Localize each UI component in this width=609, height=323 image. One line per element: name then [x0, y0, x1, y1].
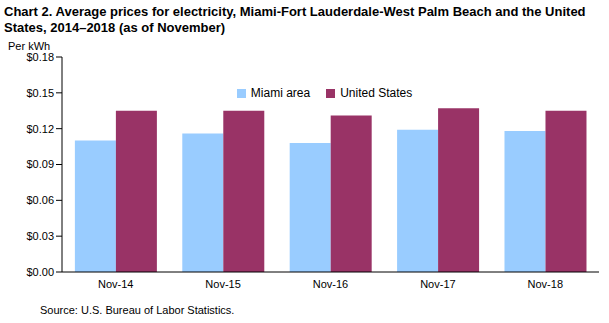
svg-text:$0.12: $0.12 [26, 123, 54, 135]
svg-text:Nov-15: Nov-15 [205, 278, 240, 290]
html-text:Source: U.S. Bureau of Labor S: Source: U.S. Bureau of Labor Statistics. [40, 304, 235, 316]
svg-text:$0.18: $0.18 [26, 51, 54, 63]
svg-text:$0.15: $0.15 [26, 87, 54, 99]
html-text:Per kWh: Per kWh [8, 40, 51, 52]
svg-text:Nov-17: Nov-17 [420, 278, 455, 290]
html-text:United States: United States [340, 86, 413, 100]
svg-text:$0.06: $0.06 [26, 194, 54, 206]
svg-text:$0.09: $0.09 [26, 158, 54, 170]
svg-text:$0.03: $0.03 [26, 230, 54, 242]
svg-text:Nov-16: Nov-16 [313, 278, 348, 290]
svg-text:Nov-18: Nov-18 [528, 278, 563, 290]
html-text:Miami area: Miami area [250, 86, 311, 100]
html-text:Chart 2. Average prices for el: Chart 2. Average prices for electricity,… [4, 4, 586, 35]
svg-text:Nov-14: Nov-14 [98, 278, 133, 290]
svg-text:$0.00: $0.00 [26, 266, 54, 278]
